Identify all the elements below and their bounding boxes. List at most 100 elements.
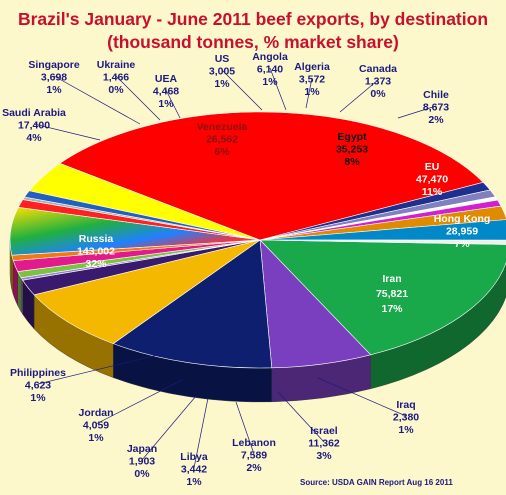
label-russia-share: 32% <box>85 258 107 270</box>
chart-title-line1: Brazil's January - June 2011 beef export… <box>18 9 488 29</box>
leader-chile <box>397 105 437 119</box>
label-singapore-name: Singapore <box>28 59 80 71</box>
label-russia-name: Russia <box>79 233 114 245</box>
label-angola-share: 1% <box>262 76 278 88</box>
label-canada-share: 0% <box>370 88 386 100</box>
label-iran-value: 75,821 <box>376 288 408 300</box>
label-us-share: 1% <box>214 78 230 90</box>
label-ukraine-value: 1,466 <box>103 72 129 84</box>
slice-side-algeria <box>17 271 22 313</box>
label-egypt-value: 35,253 <box>336 144 368 156</box>
label-lebanon-share: 2% <box>246 462 262 474</box>
slice-russia <box>59 111 484 241</box>
leader-libya <box>193 397 209 469</box>
label-canada-value: 1,373 <box>365 76 391 88</box>
label-uea-value: 4,468 <box>153 86 179 98</box>
leader-iraq <box>317 377 407 417</box>
leader-singapore <box>53 75 141 125</box>
pie-slices <box>9 111 506 369</box>
label-venezuela-name: Venezuela <box>197 121 248 133</box>
label-philippines-name: Philippines <box>10 367 66 379</box>
label-lebanon-name: Lebanon <box>232 437 276 449</box>
leader-ukraine <box>115 75 161 121</box>
label-saudi-arabia-share: 4% <box>26 132 42 144</box>
leader-uea <box>165 89 181 119</box>
leader-angola <box>269 67 287 111</box>
label-iraq-value: 2,380 <box>393 412 419 424</box>
slice-iraq <box>259 239 506 245</box>
label-jordan-share: 1% <box>88 432 104 444</box>
label-algeria-share: 1% <box>304 86 320 98</box>
leader-lebanon <box>235 401 255 455</box>
label-libya-share: 1% <box>186 476 202 488</box>
label-jordan-value: 4,059 <box>83 420 109 432</box>
label-hong-kong-value: 28,959 <box>446 226 478 238</box>
slice-side-canada <box>20 277 23 315</box>
label-iran-share: 17% <box>381 303 403 315</box>
leader-saudi-arabia <box>33 123 101 141</box>
label-chile-name: Chile <box>423 89 449 101</box>
leader-jordan <box>95 379 183 425</box>
label-philippines-value: 4,623 <box>25 380 51 392</box>
slice-lebanon <box>259 205 506 241</box>
label-ukraine-share: 0% <box>108 84 124 96</box>
label-libya-name: Libya <box>180 451 208 463</box>
label-singapore-value: 3,698 <box>41 72 67 84</box>
label-philippines-share: 1% <box>30 392 46 404</box>
slice-eu <box>112 239 273 369</box>
label-japan-name: Japan <box>127 443 157 455</box>
label-us-name: US <box>215 53 230 65</box>
label-egypt-share: 8% <box>344 156 360 168</box>
label-eu-share: 11% <box>422 186 443 198</box>
label-venezuela-value: 26,562 <box>206 134 238 146</box>
label-chile-share: 2% <box>428 114 444 126</box>
label-jordan-name: Jordan <box>78 407 113 419</box>
leader-israel <box>277 391 325 443</box>
slice-side-us <box>11 255 14 295</box>
leader-philippines <box>37 351 171 385</box>
label-ukraine-name: Ukraine <box>97 59 136 71</box>
label-israel-value: 11,362 <box>308 438 340 450</box>
label-eu-value: 47,470 <box>416 174 448 186</box>
label-iran-name: Iran <box>382 273 401 285</box>
label-japan-share: 0% <box>134 468 150 480</box>
source-note: Source: USDA GAIN Report Aug 16 2011 <box>300 478 453 487</box>
label-japan-value: 1,903 <box>129 456 155 468</box>
label-hong-kong-share: 7% <box>454 238 470 250</box>
label-israel-share: 3% <box>316 450 332 462</box>
label-us-value: 3,005 <box>209 66 235 78</box>
chart-title-line2: (thousand tonnes, % market share) <box>107 32 399 52</box>
label-russia-value: 143,002 <box>77 246 115 258</box>
label-libya-value: 3,442 <box>181 464 207 476</box>
slice-iran <box>259 239 506 356</box>
leader-canada <box>339 79 379 113</box>
label-israel-name: Israel <box>310 425 338 437</box>
label-angola-value: 6,140 <box>257 64 283 76</box>
label-lebanon-value: 7,589 <box>241 450 267 462</box>
label-algeria-name: Algeria <box>294 61 330 73</box>
label-egypt-name: Egypt <box>337 131 367 143</box>
label-iraq-name: Iraq <box>396 399 415 411</box>
label-iraq-share: 1% <box>398 424 414 436</box>
label-angola-name: Angola <box>252 51 288 63</box>
slice-israel <box>259 219 506 241</box>
label-saudi-arabia-name: Saudi Arabia <box>2 107 66 119</box>
leader-us <box>221 69 263 111</box>
label-singapore-share: 1% <box>46 84 62 96</box>
label-uea-name: UEA <box>155 73 178 85</box>
label-saudi-arabia-value: 17,400 <box>18 120 50 132</box>
label-algeria-value: 3,572 <box>299 74 325 86</box>
leader-japan <box>141 395 197 461</box>
slice-egypt <box>33 239 261 344</box>
label-chile-value: 8,673 <box>423 102 449 114</box>
leader-algeria <box>305 77 313 109</box>
label-uea-share: 1% <box>158 98 174 110</box>
leader-lines <box>33 67 437 469</box>
label-hong-kong-name: Hong Kong <box>434 213 491 225</box>
label-eu-name: EU <box>425 161 440 173</box>
label-venezuela-share: 6% <box>214 146 230 158</box>
label-canada-name: Canada <box>359 63 397 75</box>
